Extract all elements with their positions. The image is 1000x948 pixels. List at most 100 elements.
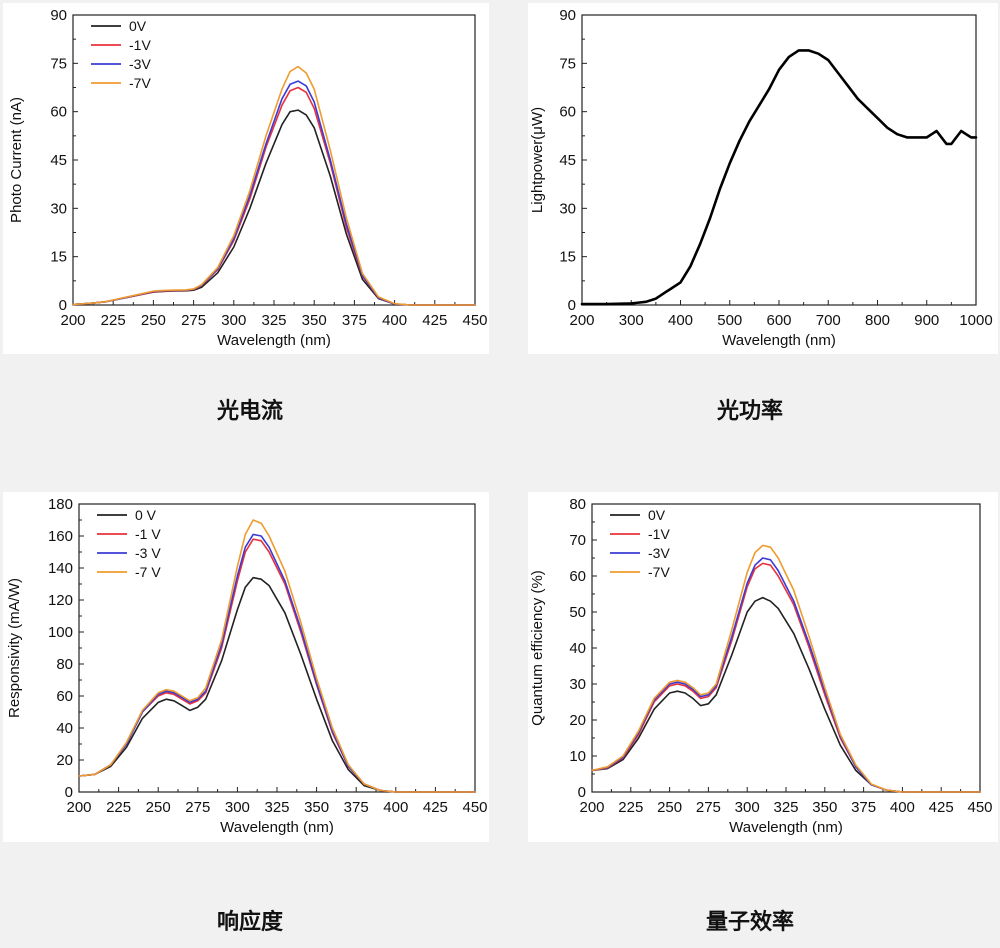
photocurrent-caption: 光电流 bbox=[216, 399, 283, 424]
y-tick-label: 80 bbox=[569, 496, 586, 513]
y-axis-label: Quantum efficiency (%) bbox=[529, 570, 546, 726]
lightpower-chart-panel: 200 300 400 500 600 700 800 900 1000 0 15 30 45 60 75 9… bbox=[528, 3, 998, 354]
y-tick-label: 10 bbox=[569, 748, 586, 765]
y-tick-label: 160 bbox=[48, 528, 73, 545]
x-tick-label: 400 bbox=[890, 799, 915, 816]
x-tick-label: 225 bbox=[101, 312, 126, 329]
x-tick-label: 425 bbox=[423, 799, 448, 816]
y-tick-label: 30 bbox=[559, 200, 576, 217]
y-tick-label: 45 bbox=[50, 152, 67, 169]
y-tick-label: 60 bbox=[50, 104, 67, 121]
x-tick-label: 350 bbox=[302, 312, 327, 329]
x-tick-label: 200 bbox=[66, 799, 91, 816]
y-tick-label: 80 bbox=[56, 656, 73, 673]
y-tick-label: 75 bbox=[50, 55, 67, 72]
y-axis-label: Photo Current (nA) bbox=[8, 97, 25, 223]
x-tick-label: 400 bbox=[668, 312, 693, 329]
y-tick-label: 0 bbox=[568, 297, 576, 314]
x-tick-label: 300 bbox=[735, 799, 760, 816]
legend-label: -7 V bbox=[135, 564, 161, 580]
x-tick-label: 400 bbox=[383, 799, 408, 816]
legend-label: 0V bbox=[129, 18, 147, 34]
y-tick-label: 60 bbox=[559, 104, 576, 121]
y-tick-label: 60 bbox=[569, 568, 586, 585]
series-line-neg7V bbox=[591, 544, 981, 793]
x-tick-label: 425 bbox=[929, 799, 954, 816]
x-tick-label: 275 bbox=[181, 312, 206, 329]
responsivity-chart: 200 225 250 275 300 325 350 375 400 425 450 0 20 40 60… bbox=[6, 496, 488, 836]
y-tick-label: 30 bbox=[50, 200, 67, 217]
x-axis-label: Wavelength (nm) bbox=[217, 332, 331, 349]
y-tick-label: 15 bbox=[559, 249, 576, 266]
x-tick-label: 375 bbox=[342, 312, 367, 329]
series-line-lightpower bbox=[580, 49, 978, 306]
x-tick-label: 250 bbox=[146, 799, 171, 816]
series-line-0V bbox=[72, 109, 476, 306]
series-line-neg7V bbox=[72, 65, 476, 306]
photocurrent-chart: 200 225 250 275 300 325 350 375 400 425 450 0 15 30 45… bbox=[8, 7, 488, 349]
legend-label: 0 V bbox=[135, 507, 157, 523]
y-tick-label: 140 bbox=[48, 560, 73, 577]
quantum-efficiency-caption: 量子效率 bbox=[705, 910, 794, 935]
x-tick-label: 200 bbox=[60, 312, 85, 329]
y-tick-label: 15 bbox=[50, 249, 67, 266]
x-tick-label: 275 bbox=[185, 799, 210, 816]
y-tick-label: 100 bbox=[48, 624, 73, 641]
x-axis-label: Wavelength (nm) bbox=[722, 332, 836, 349]
legend-label: -1V bbox=[648, 526, 670, 542]
x-tick-label: 350 bbox=[812, 799, 837, 816]
series-line-0V bbox=[78, 576, 476, 793]
x-tick-label: 300 bbox=[619, 312, 644, 329]
y-tick-label: 40 bbox=[569, 640, 586, 657]
x-tick-label: 300 bbox=[225, 799, 250, 816]
responsivity-caption: 响应度 bbox=[216, 910, 283, 935]
plot-frame bbox=[581, 14, 977, 306]
x-tick-label: 500 bbox=[717, 312, 742, 329]
x-tick-label: 450 bbox=[462, 312, 487, 329]
quantum-efficiency-chart: 200 225 250 275 300 325 350 375 400 425 450 0 10 20 30… bbox=[529, 496, 993, 836]
y-tick-label: 50 bbox=[569, 604, 586, 621]
x-tick-label: 250 bbox=[141, 312, 166, 329]
x-tick-label: 700 bbox=[816, 312, 841, 329]
y-tick-label: 120 bbox=[48, 592, 73, 609]
y-tick-label: 180 bbox=[48, 496, 73, 513]
y-axis-label: Responsivity (mA/W) bbox=[6, 578, 23, 718]
y-tick-label: 0 bbox=[578, 784, 586, 801]
y-tick-label: 90 bbox=[559, 7, 576, 24]
x-axis-label: Wavelength (nm) bbox=[220, 819, 334, 836]
x-tick-label: 450 bbox=[967, 799, 992, 816]
series-line-0V bbox=[591, 596, 981, 793]
x-tick-label: 225 bbox=[618, 799, 643, 816]
x-axis-label: Wavelength (nm) bbox=[729, 819, 843, 836]
series-line-neg3V bbox=[591, 557, 981, 793]
y-axis-label: Lightpower(μW) bbox=[529, 107, 546, 213]
legend-label: -1V bbox=[129, 37, 151, 53]
y-tick-label: 30 bbox=[569, 676, 586, 693]
x-tick-label: 300 bbox=[221, 312, 246, 329]
responsivity-chart-panel: 200 225 250 275 300 325 350 375 400 425 450 0 20 40 60… bbox=[3, 492, 489, 842]
x-tick-label: 275 bbox=[696, 799, 721, 816]
x-tick-label: 225 bbox=[106, 799, 131, 816]
lightpower-chart: 200 300 400 500 600 700 800 900 1000 0 15 30 45 60 75 9… bbox=[529, 7, 993, 349]
y-tick-label: 45 bbox=[559, 152, 576, 169]
y-tick-label: 60 bbox=[56, 688, 73, 705]
x-tick-label: 400 bbox=[382, 312, 407, 329]
legend-label: 0V bbox=[648, 507, 666, 523]
y-tick-label: 70 bbox=[569, 532, 586, 549]
x-tick-label: 250 bbox=[657, 799, 682, 816]
legend-label: -7V bbox=[129, 75, 151, 91]
legend-label: -7V bbox=[648, 564, 670, 580]
x-tick-label: 325 bbox=[773, 799, 798, 816]
x-tick-label: 200 bbox=[579, 799, 604, 816]
legend-label: -3V bbox=[129, 56, 151, 72]
y-tick-label: 0 bbox=[59, 297, 67, 314]
lightpower-caption: 光功率 bbox=[716, 399, 783, 424]
series-line-neg7V bbox=[78, 519, 476, 793]
y-tick-label: 90 bbox=[50, 7, 67, 24]
x-tick-label: 375 bbox=[851, 799, 876, 816]
legend-label: -1 V bbox=[135, 526, 161, 542]
quantum-efficiency-chart-panel: 200 225 250 275 300 325 350 375 400 425 450 0 10 20 30… bbox=[528, 492, 998, 842]
x-tick-label: 375 bbox=[344, 799, 369, 816]
y-tick-label: 75 bbox=[559, 55, 576, 72]
y-tick-label: 40 bbox=[56, 720, 73, 737]
